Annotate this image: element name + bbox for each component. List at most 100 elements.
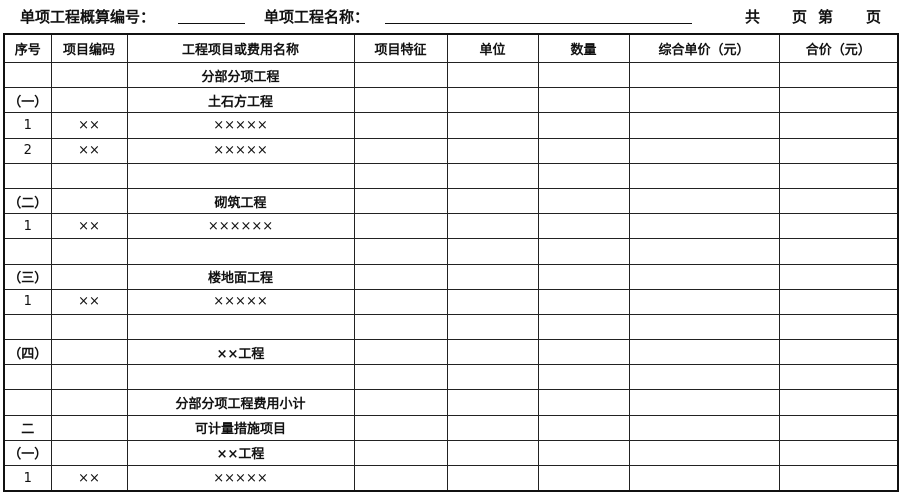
cell-empty [628, 364, 780, 391]
column-header: 数量 [537, 33, 630, 63]
cell-no: （二） [3, 187, 52, 215]
cell-empty [778, 465, 899, 492]
cell-empty [537, 162, 630, 189]
cell-empty [628, 213, 780, 240]
cell-empty [446, 61, 539, 89]
cell-empty [353, 389, 448, 416]
cell-code [50, 414, 128, 441]
cell-no: 1 [3, 288, 52, 315]
cell-empty [778, 112, 899, 139]
cell-name [126, 364, 355, 391]
cell-empty [537, 364, 630, 391]
cell-empty [353, 465, 448, 492]
cell-code [50, 439, 128, 467]
cell-code: ×× [50, 465, 128, 492]
cell-empty [537, 61, 630, 89]
table-row: 分部分项工程费用小计 [3, 389, 899, 416]
cell-no: 1 [3, 213, 52, 240]
table-row [3, 364, 899, 391]
cell-empty [446, 238, 539, 265]
cell-empty [778, 187, 899, 215]
column-header: 合价（元） [778, 33, 899, 63]
table-row: 1 ×× ×××××× [3, 213, 899, 240]
table-row: 1 ×× ××××× [3, 465, 899, 492]
cell-name: 可计量措施项目 [126, 414, 355, 441]
cell-no: 1 [3, 112, 52, 139]
cell-empty [537, 439, 630, 467]
table-row [3, 238, 899, 265]
cell-code [50, 187, 128, 215]
cell-empty [537, 465, 630, 492]
cell-code [50, 238, 128, 265]
cell-name: ××××× [126, 112, 355, 139]
page-label: 页 [792, 8, 808, 26]
cell-empty [353, 87, 448, 114]
cell-empty [778, 339, 899, 366]
cell-empty [537, 137, 630, 164]
cell-empty [778, 439, 899, 467]
cell-empty [446, 389, 539, 416]
cell-empty [446, 439, 539, 467]
cell-empty [446, 187, 539, 215]
cell-empty [537, 112, 630, 139]
cell-empty [628, 162, 780, 189]
cell-empty [353, 162, 448, 189]
table-row: 2 ×× ××××× [3, 137, 899, 164]
cell-empty [537, 213, 630, 240]
estimate-code-blank [178, 23, 245, 24]
table-row: （四） ××工程 [3, 339, 899, 366]
cell-empty [446, 288, 539, 315]
cell-empty [778, 162, 899, 189]
table-row: （三） 楼地面工程 [3, 263, 899, 290]
cell-empty [353, 313, 448, 341]
column-header: 项目编码 [50, 33, 128, 63]
cell-empty [778, 364, 899, 391]
cell-empty [778, 61, 899, 89]
column-header: 单位 [446, 33, 539, 63]
table-row: （一） 土石方工程 [3, 87, 899, 114]
cell-empty [353, 288, 448, 315]
table-row: 1 ×× ××××× [3, 112, 899, 139]
table-row: （一） ××工程 [3, 439, 899, 467]
cell-name: ××××× [126, 465, 355, 492]
cell-empty [353, 61, 448, 89]
cell-empty [353, 339, 448, 366]
cell-name: ××××× [126, 137, 355, 164]
cell-empty [537, 389, 630, 416]
cell-empty [628, 112, 780, 139]
cell-name: ××工程 [126, 439, 355, 467]
cell-empty [628, 137, 780, 164]
cell-code [50, 313, 128, 341]
cell-empty [446, 339, 539, 366]
cell-no: 2 [3, 137, 52, 164]
cell-empty [537, 263, 630, 290]
cell-name: 分部分项工程 [126, 61, 355, 89]
cell-code: ×× [50, 213, 128, 240]
table-row: 二 可计量措施项目 [3, 414, 899, 441]
cell-name: ×××××× [126, 213, 355, 240]
cell-empty [537, 313, 630, 341]
cell-empty [628, 439, 780, 467]
cell-name: ××××× [126, 288, 355, 315]
cell-empty [446, 263, 539, 290]
cell-no [3, 389, 52, 416]
column-header: 项目特征 [353, 33, 448, 63]
estimate-code-label: 单项工程概算编号： [20, 8, 156, 26]
cell-empty [628, 263, 780, 290]
cell-name [126, 313, 355, 341]
cell-empty [628, 288, 780, 315]
cell-name: ××工程 [126, 339, 355, 366]
column-header: 序号 [3, 33, 52, 63]
cell-no: （一） [3, 439, 52, 467]
table-row: 1 ×× ××××× [3, 288, 899, 315]
project-name-blank [385, 23, 692, 24]
cell-empty [537, 87, 630, 114]
cell-empty [446, 465, 539, 492]
cell-empty [446, 414, 539, 441]
cell-name: 砌筑工程 [126, 187, 355, 215]
cell-empty [537, 339, 630, 366]
cell-empty [446, 162, 539, 189]
table-row [3, 162, 899, 189]
cell-empty [537, 187, 630, 215]
page-label-2: 页 [866, 8, 882, 26]
